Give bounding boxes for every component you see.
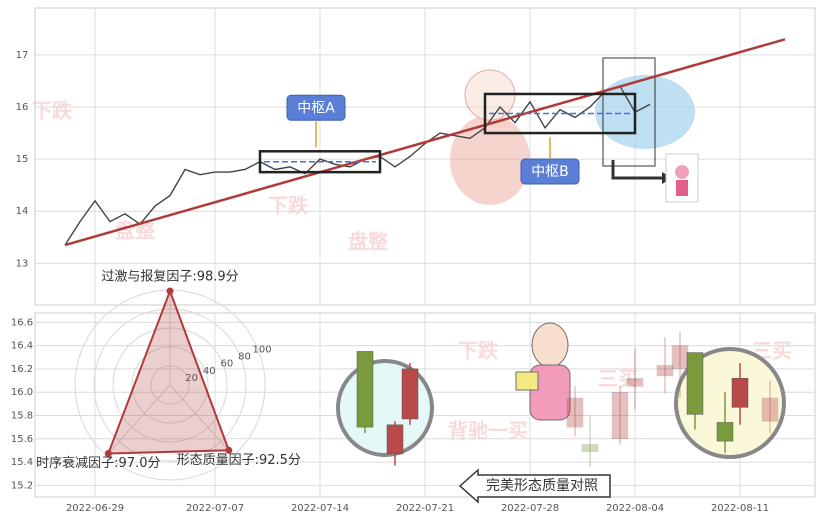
- x-tick-label: 2022-07-14: [291, 503, 349, 514]
- pivot-label: 中枢B: [531, 164, 569, 180]
- radar-tick-label: 80: [238, 352, 251, 363]
- y-tick-label: 17: [16, 50, 29, 61]
- y-tick-label: 16.0: [11, 387, 33, 398]
- radar-axis-label: 形态质量因子:92.5分: [177, 453, 301, 468]
- watermark: 下跌: [268, 194, 309, 218]
- watermark: 下跌: [458, 339, 499, 363]
- x-tick-label: 2022-08-11: [711, 503, 769, 514]
- pivot-box: [258, 150, 382, 174]
- highlight-ellipse: [595, 75, 695, 149]
- radar-point: [104, 449, 112, 457]
- candle-body: [716, 422, 734, 442]
- watermark: 三买: [598, 367, 638, 391]
- candle-body: [686, 352, 704, 415]
- candle-body: [731, 377, 749, 408]
- pivot-callout: [286, 94, 346, 121]
- pointer-arrow: [611, 160, 662, 180]
- sticker-figure: [676, 180, 688, 196]
- candle-body: [356, 351, 374, 428]
- marks: 13 14 15 16 17 中枢A 中枢B 15.2 15.4 15.6 15.8 16.0 16.2…: [11, 38, 786, 514]
- y-tick-label: 15: [16, 154, 29, 165]
- radar-axis-label: 时序衰减因子:97.0分: [36, 455, 160, 471]
- sticker-figure: [675, 165, 689, 179]
- mascot: [515, 322, 571, 421]
- radar-tick-label: 60: [220, 359, 233, 370]
- y-tick-label: 15.2: [11, 480, 33, 491]
- x-tick-label: 2022-06-29: [66, 503, 124, 514]
- y-tick-label: 16.4: [11, 341, 33, 352]
- y-tick-label: 16.6: [11, 317, 33, 328]
- candle-body: [611, 391, 629, 440]
- radar-point: [166, 287, 174, 295]
- candle-body: [656, 365, 674, 377]
- candle-body: [671, 345, 689, 370]
- candle-body: [401, 368, 419, 420]
- x-tick-label: 2022-07-21: [396, 503, 454, 514]
- radar-tick-label: 40: [203, 366, 216, 377]
- x-tick-label: 2022-08-04: [606, 503, 664, 514]
- caption: 完美形态质量对照: [486, 478, 598, 494]
- radar-axis-label: 过激与报复因子:98.9分: [101, 270, 238, 285]
- focus-frame: [602, 57, 656, 167]
- y-tick-label: 15.4: [11, 457, 33, 468]
- candle-body: [566, 397, 584, 428]
- radar-tick-label: 100: [253, 344, 272, 355]
- price-line: [64, 85, 651, 246]
- radar-tick-label: 20: [185, 373, 198, 384]
- radar-axis: [106, 384, 171, 456]
- candle-body: [626, 377, 644, 387]
- candle-body: [761, 397, 779, 422]
- candle-body: [386, 424, 404, 455]
- y-tick-label: 14: [16, 206, 29, 217]
- radar-point: [225, 446, 233, 454]
- radar-area: [106, 288, 231, 455]
- pivot-callout: [520, 158, 580, 185]
- radar-axis: [169, 384, 234, 456]
- y-tick-label: 15.8: [11, 410, 33, 421]
- watermark: 盘整: [348, 230, 388, 254]
- pivot-label: 中枢A: [297, 100, 335, 116]
- watermark: 下跌: [32, 99, 73, 123]
- y-tick-label: 13: [16, 258, 29, 269]
- y-tick-label: 15.6: [11, 434, 33, 445]
- x-tick-label: 2022-07-28: [501, 503, 559, 514]
- candle-body: [581, 444, 599, 452]
- x-tick-label: 2022-07-07: [186, 503, 244, 514]
- y-tick-label: 16.2: [11, 364, 33, 375]
- pivot-box: [483, 92, 637, 135]
- caption-arrow: [458, 468, 611, 504]
- trend-line: [64, 38, 786, 247]
- y-tick-label: 16: [16, 102, 29, 113]
